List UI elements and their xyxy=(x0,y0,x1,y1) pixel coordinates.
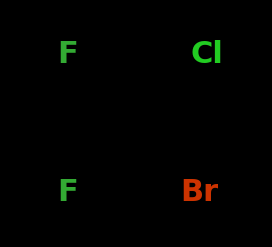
Text: F: F xyxy=(57,178,78,207)
Text: Cl: Cl xyxy=(190,40,223,69)
Text: F: F xyxy=(57,40,78,69)
Text: Br: Br xyxy=(180,178,219,207)
